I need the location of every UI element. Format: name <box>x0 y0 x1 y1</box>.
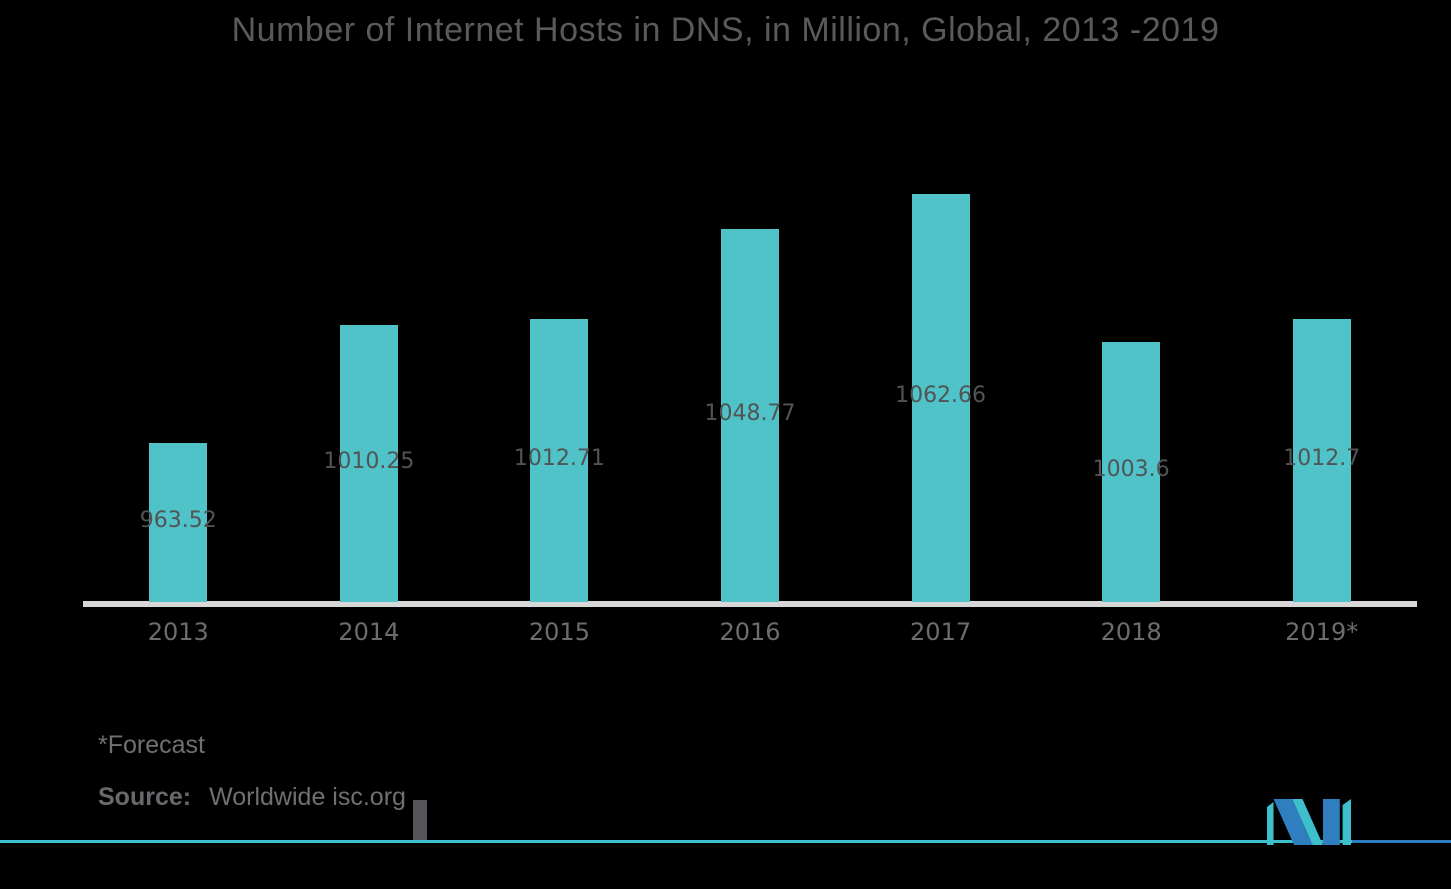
x-tick-label: 2015 <box>528 618 590 646</box>
bottom-accent-line-teal <box>0 840 1352 843</box>
bar-value-label: 1012.71 <box>513 445 605 471</box>
bar-value-label: 1012.7 <box>1283 445 1361 471</box>
logo-shape-blue-right-leg <box>1323 799 1340 845</box>
x-tick-label: 2016 <box>719 618 781 646</box>
bar-2014 <box>339 325 398 602</box>
x-tick-label: 2018 <box>1100 618 1162 646</box>
bar-2016 <box>721 229 779 602</box>
logo-shape-teal-strip <box>1267 802 1274 845</box>
x-tick-label: 2013 <box>147 618 209 646</box>
bar-2013 <box>149 443 208 602</box>
logo-shape-blue-left-leg <box>1273 799 1313 845</box>
bar-value-label: 1048.77 <box>704 400 796 426</box>
bar-2017 <box>911 194 970 602</box>
forecast-note: *Forecast <box>98 731 205 759</box>
bar-2015 <box>530 319 589 602</box>
source-value: Worldwide isc.org <box>209 783 406 811</box>
logo-shape-teal-diagonal <box>1292 799 1323 845</box>
bar-value-label: 1062.66 <box>895 383 987 408</box>
gray-divider-bar <box>413 800 427 841</box>
chart-title: Number of Internet Hosts in DNS, in Mill… <box>231 11 1220 49</box>
mordor-intelligence-logo <box>1267 799 1351 845</box>
bar-value-label: 963.52 <box>139 507 217 533</box>
x-tick-label: 2014 <box>338 618 400 646</box>
source-label: Source: <box>98 783 192 811</box>
bar-chart-plot-area: 963.52 2013 1010.25 2014 1012.71 2015 1048.77 2… <box>83 194 1417 646</box>
bar-value-label: 1003.6 <box>1092 457 1170 482</box>
bar-2019* <box>1292 319 1351 602</box>
bar-value-label: 1010.25 <box>323 448 415 474</box>
bar-2018 <box>1102 342 1161 602</box>
source-line: Source: Worldwide isc.org <box>98 783 406 812</box>
x-tick-label: 2019* <box>1285 618 1359 646</box>
bottom-accent-line-blue <box>1352 840 1451 843</box>
x-tick-label: 2017 <box>910 618 972 646</box>
logo-shape-teal-i-bar <box>1342 799 1351 845</box>
x-axis-line <box>83 601 1417 607</box>
